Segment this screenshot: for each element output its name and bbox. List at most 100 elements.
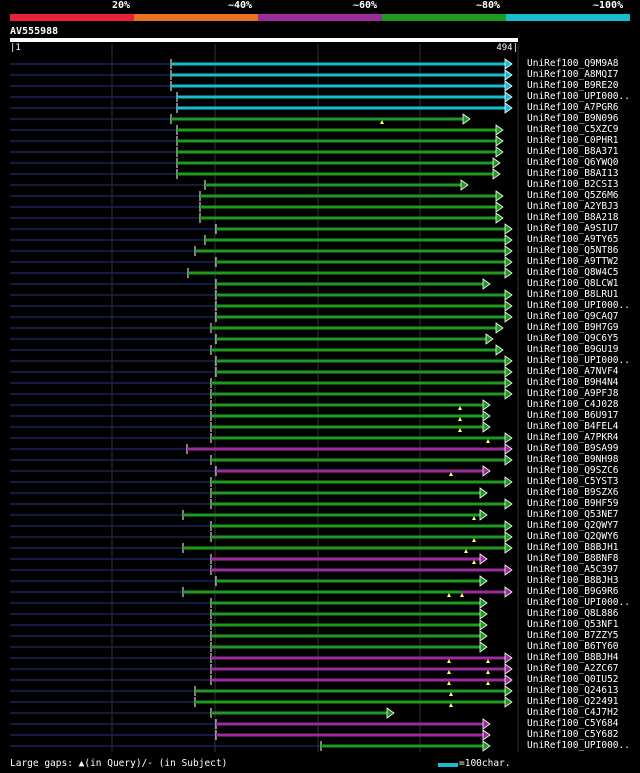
hit-label[interactable]: UniRef100_Q9M9A8: [527, 58, 619, 69]
hit-row[interactable]: [10, 564, 513, 576]
hit-label[interactable]: UniRef100_Q8L886: [527, 608, 619, 619]
hit-row[interactable]: [10, 586, 513, 598]
hit-row[interactable]: [10, 135, 504, 147]
hit-label[interactable]: UniRef100_B2CSI3: [527, 179, 619, 190]
hit-label[interactable]: UniRef100_A7NVF4: [527, 366, 619, 377]
hit-label[interactable]: UniRef100_A7PKR4: [527, 432, 619, 443]
hit-row[interactable]: [10, 421, 491, 433]
hit-row[interactable]: [10, 355, 513, 367]
hit-label[interactable]: UniRef100_B8AI13: [527, 168, 619, 179]
hit-row[interactable]: [10, 234, 513, 246]
hit-row[interactable]: [10, 179, 469, 191]
hit-label[interactable]: UniRef100_Q8LCW1: [527, 278, 619, 289]
hit-row[interactable]: [10, 124, 504, 136]
hit-row[interactable]: [10, 674, 513, 686]
hit-row[interactable]: [10, 377, 513, 389]
hit-label[interactable]: UniRef100_UPI000..: [527, 91, 630, 102]
hit-label[interactable]: UniRef100_UPI000..: [527, 300, 630, 311]
hit-label[interactable]: UniRef100_Q6YWQ0: [527, 157, 619, 168]
hit-row[interactable]: [10, 311, 513, 323]
hit-row[interactable]: [10, 597, 488, 609]
hit-label[interactable]: UniRef100_A2ZC67: [527, 663, 619, 674]
hit-row[interactable]: [10, 223, 513, 235]
hit-row[interactable]: [10, 641, 488, 653]
hit-label[interactable]: UniRef100_B8A371: [527, 146, 619, 157]
hit-row[interactable]: [10, 542, 513, 554]
hit-row[interactable]: [10, 91, 513, 103]
hit-label[interactable]: UniRef100_Q2QWY6: [527, 531, 619, 542]
hit-row[interactable]: [10, 553, 488, 565]
hit-row[interactable]: [10, 69, 513, 81]
hit-row[interactable]: [10, 300, 513, 312]
hit-label[interactable]: UniRef100_Q0IU52: [527, 674, 619, 685]
hit-row[interactable]: [10, 487, 488, 499]
hit-label[interactable]: UniRef100_Q9SZC6: [527, 465, 619, 476]
hit-label[interactable]: UniRef100_C4J028: [527, 399, 619, 410]
hit-label[interactable]: UniRef100_B7ZZY5: [527, 630, 619, 641]
hit-row[interactable]: [10, 685, 513, 697]
hit-label[interactable]: UniRef100_B4FEL4: [527, 421, 619, 432]
hit-label[interactable]: UniRef100_A8MQI7: [527, 69, 619, 80]
hit-label[interactable]: UniRef100_C4J7H2: [527, 707, 619, 718]
hit-row[interactable]: [10, 663, 513, 675]
hit-row[interactable]: [10, 289, 513, 301]
hit-row[interactable]: [10, 157, 501, 169]
hit-label[interactable]: UniRef100_B9SA99: [527, 443, 619, 454]
hit-label[interactable]: UniRef100_A9SIU7: [527, 223, 619, 234]
hit-row[interactable]: [10, 80, 513, 92]
hit-row[interactable]: [10, 102, 513, 114]
hit-row[interactable]: [10, 652, 513, 664]
hit-label[interactable]: UniRef100_Q9C6Y5: [527, 333, 619, 344]
hit-row[interactable]: [10, 465, 491, 477]
hit-label[interactable]: UniRef100_A5C397: [527, 564, 619, 575]
hit-row[interactable]: [10, 344, 504, 356]
hit-label[interactable]: UniRef100_B8BNF8: [527, 553, 619, 564]
hit-row[interactable]: [10, 729, 491, 741]
hit-label[interactable]: UniRef100_Q5Z6M6: [527, 190, 619, 201]
hit-row[interactable]: [10, 190, 504, 202]
hit-label[interactable]: UniRef100_A9PFJ8: [527, 388, 619, 399]
hit-row[interactable]: [10, 718, 491, 730]
hit-row[interactable]: [10, 443, 513, 455]
hit-label[interactable]: UniRef100_Q53NF1: [527, 619, 619, 630]
hit-row[interactable]: [10, 531, 513, 543]
hit-row[interactable]: [10, 245, 513, 257]
hit-label[interactable]: UniRef100_B9SZX6: [527, 487, 619, 498]
hit-row[interactable]: [10, 399, 491, 411]
hit-label[interactable]: UniRef100_C5YST3: [527, 476, 619, 487]
hit-label[interactable]: UniRef100_B8A218: [527, 212, 619, 223]
hit-label[interactable]: UniRef100_B9H4N4: [527, 377, 619, 388]
hit-label[interactable]: UniRef100_B6TY60: [527, 641, 619, 652]
hit-row[interactable]: [10, 498, 513, 510]
hit-row[interactable]: [10, 476, 513, 488]
hit-label[interactable]: UniRef100_B8LRU1: [527, 289, 619, 300]
hit-row[interactable]: [10, 575, 488, 587]
hit-row[interactable]: [10, 212, 504, 224]
hit-label[interactable]: UniRef100_B9H7G9: [527, 322, 619, 333]
hit-label[interactable]: UniRef100_B9HF59: [527, 498, 619, 509]
hit-row[interactable]: [10, 113, 471, 125]
hit-row[interactable]: [10, 608, 488, 620]
hit-label[interactable]: UniRef100_C5Y684: [527, 718, 619, 729]
hit-row[interactable]: [10, 509, 488, 521]
hit-row[interactable]: [10, 146, 504, 158]
hit-label[interactable]: UniRef100_C5XZC9: [527, 124, 619, 135]
hit-label[interactable]: UniRef100_UPI000..: [527, 597, 630, 608]
hit-row[interactable]: [10, 520, 513, 532]
hit-label[interactable]: UniRef100_UPI000..: [527, 740, 630, 751]
hit-row[interactable]: [10, 168, 501, 180]
hit-row[interactable]: [10, 432, 513, 444]
hit-label[interactable]: UniRef100_B9GU19: [527, 344, 619, 355]
hit-row[interactable]: [10, 278, 491, 290]
hit-row[interactable]: [10, 454, 513, 466]
hit-row[interactable]: [10, 366, 513, 378]
hit-label[interactable]: UniRef100_A9TY65: [527, 234, 619, 245]
hit-row[interactable]: [10, 707, 395, 719]
hit-row[interactable]: [10, 201, 504, 213]
hit-label[interactable]: UniRef100_B8BJH3: [527, 575, 619, 586]
hit-label[interactable]: UniRef100_C5Y682: [527, 729, 619, 740]
hit-label[interactable]: UniRef100_B9NH98: [527, 454, 619, 465]
hit-label[interactable]: UniRef100_UPI000..: [527, 355, 630, 366]
hit-row[interactable]: [10, 410, 491, 422]
hit-label[interactable]: UniRef100_Q5NT86: [527, 245, 619, 256]
